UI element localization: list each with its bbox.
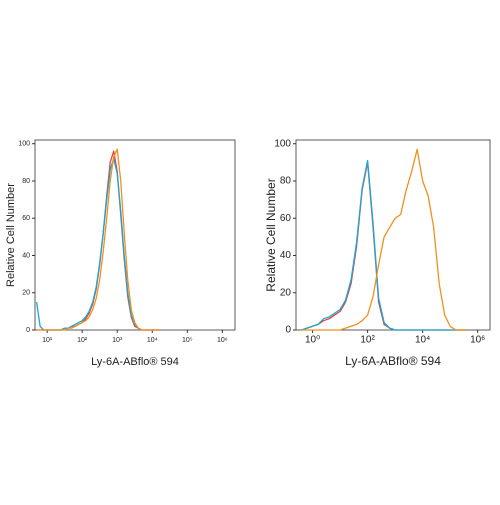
y-tick-label: 40 bbox=[280, 250, 292, 261]
x-tick-label: 10³ bbox=[112, 337, 123, 344]
y-tick-label: 40 bbox=[22, 252, 30, 259]
series-line bbox=[36, 150, 160, 331]
y-tick-label: 20 bbox=[280, 287, 292, 298]
plot-frame bbox=[34, 139, 236, 331]
y-tick-label: 60 bbox=[22, 215, 30, 222]
x-axis-label: Ly-6A-ABflo® 594 bbox=[91, 356, 179, 368]
y-tick-label: 100 bbox=[18, 141, 30, 148]
y-tick-label: 60 bbox=[280, 213, 292, 224]
series-line bbox=[301, 159, 467, 331]
plot-frame bbox=[295, 139, 491, 331]
x-tick-label: 10⁶ bbox=[217, 337, 228, 344]
series-line bbox=[35, 157, 160, 331]
x-tick-label: 10² bbox=[360, 335, 375, 346]
y-tick-label: 80 bbox=[22, 178, 30, 185]
x-tick-label: 10² bbox=[77, 337, 88, 344]
series-line bbox=[301, 148, 467, 331]
x-tick-label: 10⁶ bbox=[470, 335, 485, 346]
x-tick-label: 10⁴ bbox=[147, 337, 158, 344]
x-axis-label: Ly-6A-ABflo® 594 bbox=[345, 354, 441, 368]
y-tick-label: 0 bbox=[26, 327, 30, 334]
x-tick-label: 10¹ bbox=[42, 337, 53, 344]
y-tick-label: 20 bbox=[22, 290, 30, 297]
y-tick-label: 0 bbox=[285, 325, 291, 336]
series-line bbox=[301, 161, 467, 331]
x-tick-label: 10⁴ bbox=[415, 335, 430, 346]
y-tick-label: 100 bbox=[274, 138, 291, 149]
x-tick-label: 10⁰ bbox=[305, 335, 320, 346]
x-tick-label: 10⁵ bbox=[182, 337, 193, 344]
y-tick-label: 80 bbox=[280, 176, 292, 187]
y-axis-label: Relative Cell Number bbox=[264, 178, 278, 291]
y-axis-label: Relative Cell Number bbox=[5, 183, 17, 287]
series-line bbox=[36, 148, 160, 331]
